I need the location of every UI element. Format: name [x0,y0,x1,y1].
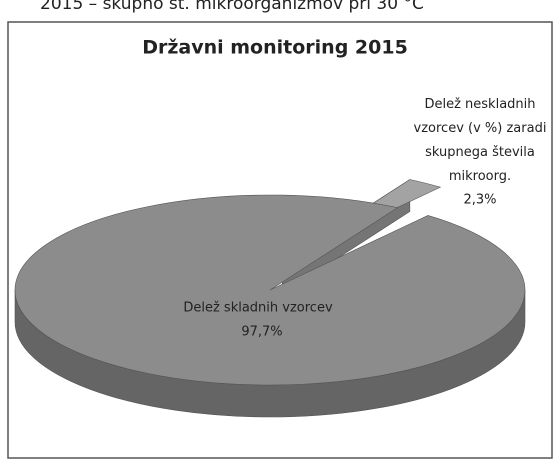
slice-value-label: 97,7% [241,325,282,340]
chart-title: Državni monitoring 2015 [142,37,408,59]
slice-label: Delež neskladnih vzorcev (v %) zaradi skup… [414,97,547,184]
caption: 2015 – skupno št. mikroorganizmov pri 30… [40,0,424,14]
label-line: mikroorg. [449,169,511,184]
label-line: skupnega števila [425,145,535,160]
slice-label: Delež skladnih vzorcev [183,301,333,316]
label-line: vzorcev (v %) zaradi [414,121,547,136]
pie-slice [14,194,526,386]
slice-value-label: 2,3% [463,193,496,208]
label-line: Delež neskladnih [424,97,535,112]
